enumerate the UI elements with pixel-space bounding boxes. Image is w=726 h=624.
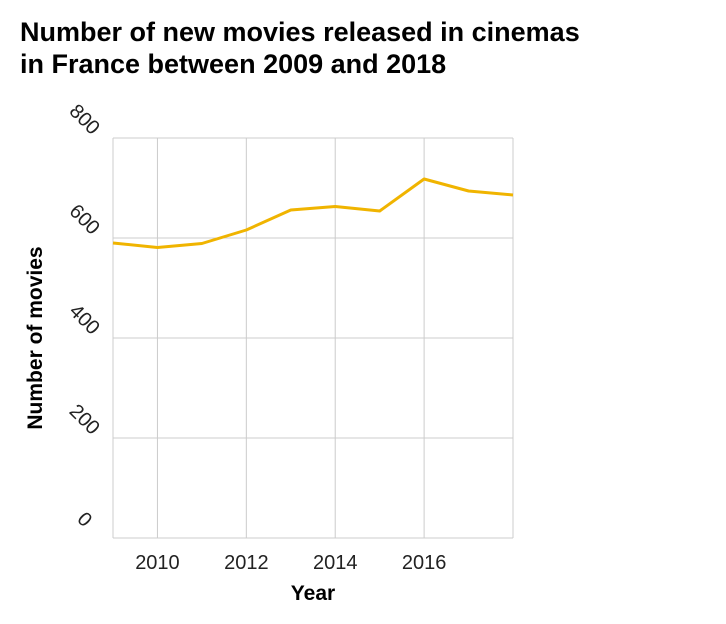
- y-tick-label: 200: [65, 400, 104, 439]
- y-tick-label: 600: [65, 200, 104, 239]
- grid-lines: [112, 137, 514, 539]
- y-axis-label: Number of movies: [24, 246, 47, 429]
- x-axis-label: Year: [291, 582, 335, 605]
- chart-title: Number of new movies released in cinemas…: [20, 16, 720, 80]
- y-tick-label: 400: [65, 300, 104, 339]
- x-tick-label: 2010: [135, 552, 180, 574]
- chart-title-line-2: in France between 2009 and 2018: [20, 49, 447, 79]
- series-line: [112, 177, 514, 249]
- x-tick-label: 2016: [402, 552, 447, 574]
- x-tick-label: 2014: [313, 552, 358, 574]
- chart-title-line-1: Number of new movies released in cinemas: [20, 17, 580, 47]
- y-tick-labels: 0 200 400 600 800: [65, 100, 104, 531]
- data-series: [112, 177, 514, 249]
- y-tick-label: 0: [73, 508, 96, 531]
- x-tick-labels: 2010 2012 2014 2016: [135, 552, 446, 574]
- x-tick-label: 2012: [224, 552, 269, 574]
- y-tick-label: 800: [65, 100, 104, 139]
